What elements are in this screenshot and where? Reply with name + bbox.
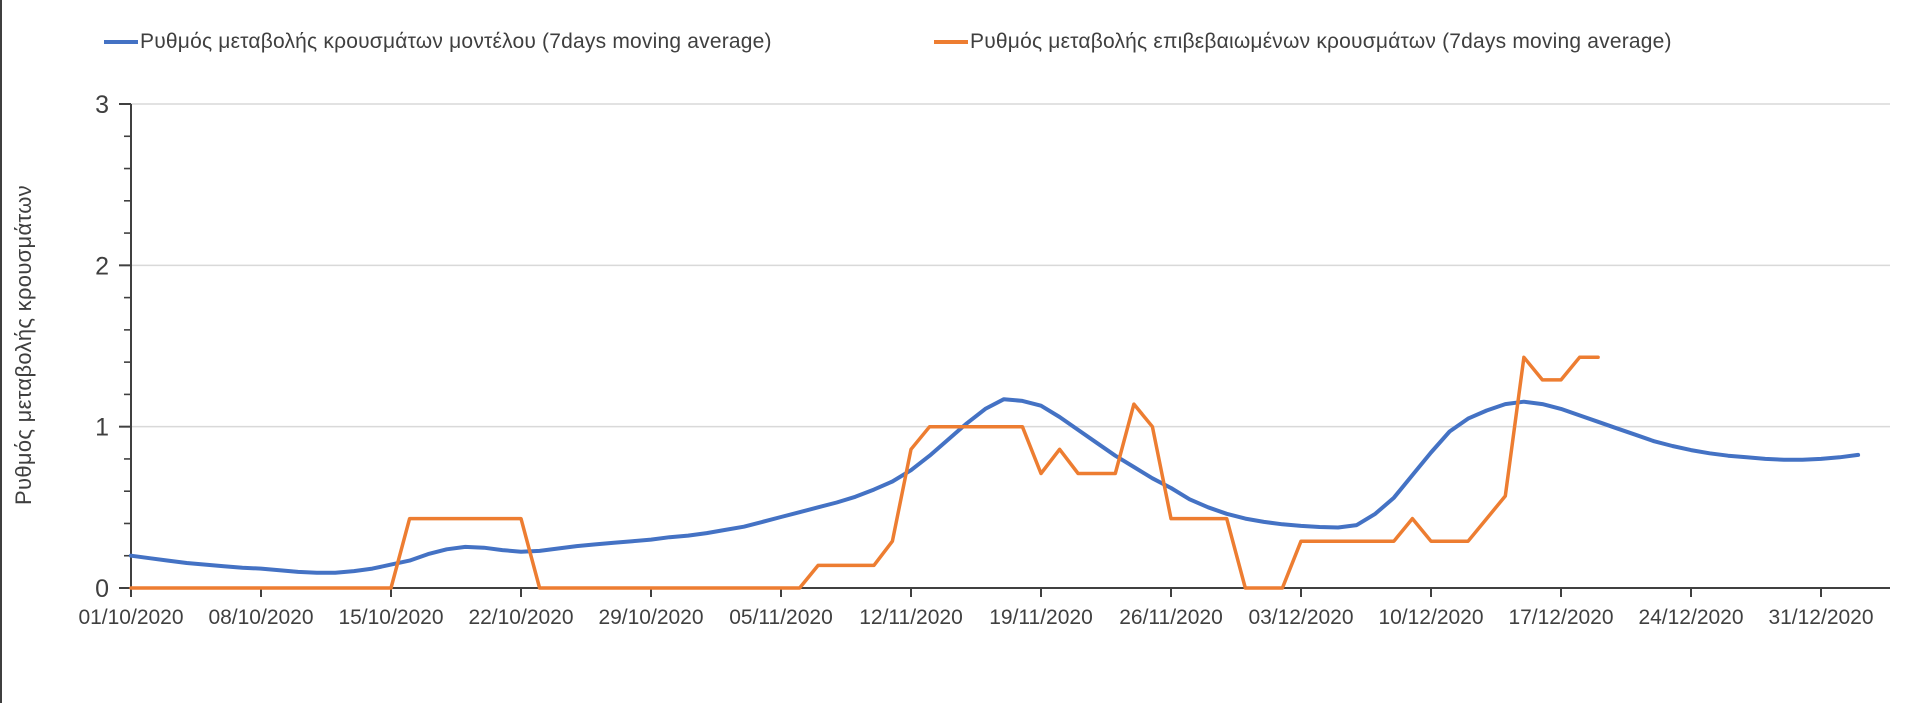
x-tick-label: 22/10/2020	[468, 606, 573, 629]
x-tick-label: 24/12/2020	[1638, 606, 1743, 629]
x-tick-label: 17/12/2020	[1508, 606, 1613, 629]
legend-label-confirmed: Ρυθμός μεταβολής επιβεβαιωμένων κρουσμάτ…	[970, 30, 1672, 53]
x-tick-label: 29/10/2020	[598, 606, 703, 629]
x-tick-label: 05/11/2020	[729, 606, 833, 629]
x-tick-label: 19/11/2020	[989, 606, 1093, 629]
x-tick-label: 12/11/2020	[859, 606, 963, 629]
legend-item-confirmed: Ρυθμός μεταβολής επιβεβαιωμένων κρουσμάτ…	[934, 28, 1672, 56]
legend-label-model: Ρυθμός μεταβολής κρουσμάτων μοντέλου (7d…	[140, 30, 772, 53]
x-tick-label: 01/10/2020	[78, 606, 183, 629]
y-axis-title: Ρυθμός μεταβολής κρουσμάτων	[11, 185, 36, 505]
x-tick-label: 03/12/2020	[1248, 606, 1353, 629]
x-tick-label: 26/11/2020	[1119, 606, 1223, 629]
x-tick-label: 31/12/2020	[1768, 606, 1873, 629]
legend-item-model: Ρυθμός μεταβολής κρουσμάτων μοντέλου (7d…	[104, 28, 772, 56]
left-border-line	[0, 0, 2, 703]
x-tick-label: 10/12/2020	[1378, 606, 1483, 629]
x-tick-label: 08/10/2020	[208, 606, 313, 629]
series-line-confirmed	[129, 355, 1600, 590]
y-tick-label: 3	[95, 91, 109, 119]
y-tick-label: 0	[95, 575, 109, 603]
series-line-model	[129, 397, 1861, 575]
y-tick-label: 1	[95, 414, 109, 442]
legend-line-swatch-confirmed	[934, 40, 968, 44]
x-tick-label: 15/10/2020	[338, 606, 443, 629]
y-tick-label: 2	[95, 252, 109, 280]
legend-line-swatch-model	[104, 40, 138, 44]
